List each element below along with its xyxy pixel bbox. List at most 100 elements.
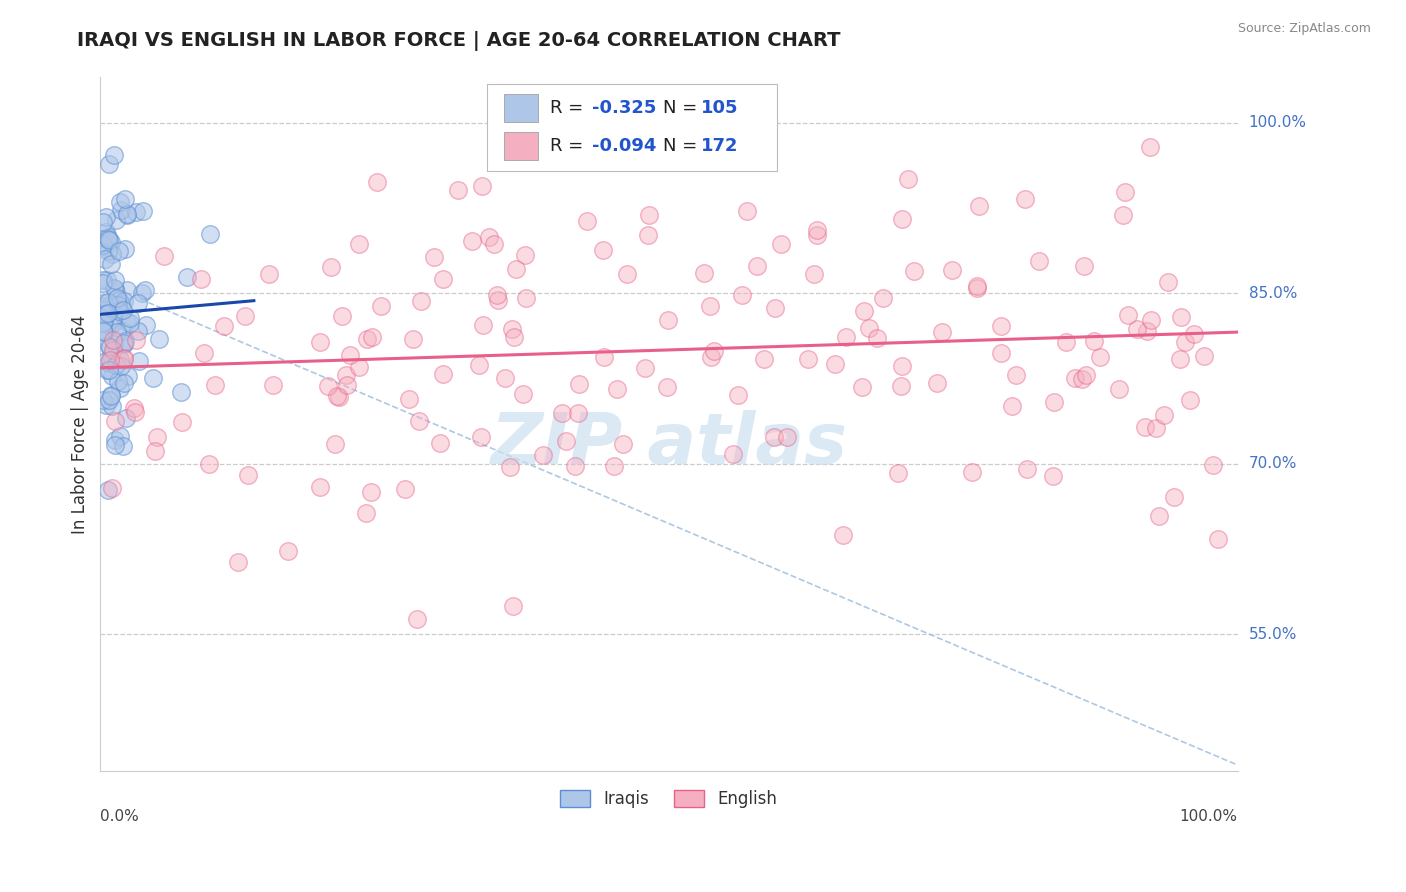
Point — [125, 334, 148, 348]
Point — [470, 430, 492, 444]
Point — [638, 208, 661, 222]
Point — [336, 377, 359, 392]
Point — [127, 324, 149, 338]
Point — [91, 322, 114, 336]
Point — [1042, 394, 1064, 409]
Point — [97, 483, 120, 497]
Point — [515, 248, 537, 262]
Point — [1140, 313, 1163, 327]
Point — [505, 261, 527, 276]
Point — [339, 348, 361, 362]
Text: 172: 172 — [700, 136, 738, 154]
Point — [309, 480, 332, 494]
Point — [262, 378, 284, 392]
Point — [97, 294, 120, 309]
Point — [1004, 368, 1026, 383]
Point — [693, 266, 716, 280]
Point — [960, 465, 983, 479]
Point — [193, 345, 215, 359]
Point — [699, 299, 721, 313]
Point — [1090, 350, 1112, 364]
Point — [93, 314, 115, 328]
Point — [887, 466, 910, 480]
Point — [94, 210, 117, 224]
Point — [107, 298, 129, 312]
Point — [1014, 192, 1036, 206]
Point — [96, 353, 118, 368]
Point — [91, 324, 114, 338]
Point — [176, 270, 198, 285]
Point — [429, 436, 451, 450]
Point — [890, 359, 912, 373]
Point — [143, 443, 166, 458]
Point — [105, 325, 128, 339]
Point — [103, 148, 125, 162]
Point — [319, 260, 342, 274]
Point — [328, 390, 350, 404]
Point — [153, 249, 176, 263]
Text: ZIP atlas: ZIP atlas — [491, 410, 848, 479]
Point — [114, 242, 136, 256]
Point — [94, 308, 117, 322]
Point — [101, 333, 124, 347]
Point — [775, 430, 797, 444]
Point — [330, 309, 353, 323]
Point — [100, 296, 122, 310]
Point — [361, 329, 384, 343]
Point — [347, 360, 370, 375]
Point — [97, 232, 120, 246]
Text: 70.0%: 70.0% — [1249, 457, 1296, 471]
Point — [170, 415, 193, 429]
Point — [1017, 462, 1039, 476]
Point — [485, 288, 508, 302]
Point — [835, 330, 858, 344]
Point — [110, 352, 132, 367]
Point — [131, 286, 153, 301]
Point — [238, 468, 260, 483]
Point — [110, 203, 132, 218]
Point — [1194, 349, 1216, 363]
Point — [1157, 275, 1180, 289]
Point — [117, 369, 139, 384]
Point — [97, 339, 120, 353]
Point — [1139, 140, 1161, 154]
Point — [576, 214, 599, 228]
Text: 100.0%: 100.0% — [1249, 115, 1306, 130]
Point — [655, 380, 678, 394]
Point — [1125, 322, 1147, 336]
Point — [484, 237, 506, 252]
Point — [104, 438, 127, 452]
Point — [91, 238, 114, 252]
Point — [335, 368, 357, 383]
Point — [226, 555, 249, 569]
Point — [104, 433, 127, 447]
Point — [592, 351, 614, 365]
Text: 100.0%: 100.0% — [1180, 809, 1237, 824]
Point — [1208, 532, 1230, 546]
Point — [461, 234, 484, 248]
Point — [124, 401, 146, 416]
Point — [824, 357, 846, 371]
Point — [100, 340, 122, 354]
Bar — [503, 95, 538, 122]
Point — [1182, 326, 1205, 341]
Point — [101, 482, 124, 496]
Point — [114, 336, 136, 351]
Point — [112, 351, 135, 365]
Point — [91, 303, 114, 318]
Point — [91, 277, 114, 291]
Point — [114, 192, 136, 206]
Point — [100, 235, 122, 249]
Point — [93, 239, 115, 253]
Point — [554, 434, 576, 449]
Point — [602, 459, 624, 474]
Point — [903, 264, 925, 278]
Point — [612, 437, 634, 451]
Point — [721, 447, 744, 461]
Point — [98, 393, 121, 408]
Point — [502, 599, 524, 614]
Point — [637, 228, 659, 243]
Text: 85.0%: 85.0% — [1249, 285, 1296, 301]
Point — [98, 233, 121, 247]
Point — [1133, 420, 1156, 434]
